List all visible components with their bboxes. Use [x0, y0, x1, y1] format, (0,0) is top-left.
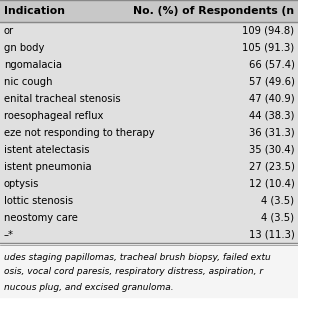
Text: nic cough: nic cough: [4, 76, 52, 86]
Text: 66 (57.4): 66 (57.4): [249, 60, 294, 69]
Text: istent pneumonia: istent pneumonia: [4, 162, 91, 172]
Text: Indication: Indication: [4, 6, 65, 16]
Text: 27 (23.5): 27 (23.5): [249, 162, 294, 172]
Text: 12 (10.4): 12 (10.4): [249, 179, 294, 188]
Text: –*: –*: [4, 229, 14, 239]
Text: 44 (38.3): 44 (38.3): [249, 110, 294, 121]
Text: nucous plug, and excised granuloma.: nucous plug, and excised granuloma.: [4, 283, 173, 292]
Text: udes staging papillomas, tracheal brush biopsy, failed extu: udes staging papillomas, tracheal brush …: [4, 252, 270, 261]
Text: ngomalacia: ngomalacia: [4, 60, 62, 69]
Text: 109 (94.8): 109 (94.8): [243, 26, 294, 36]
Text: roesophageal reflux: roesophageal reflux: [4, 110, 103, 121]
Bar: [0, 245, 298, 297]
Text: or: or: [4, 26, 14, 36]
Text: 57 (49.6): 57 (49.6): [249, 76, 294, 86]
Text: optysis: optysis: [4, 179, 39, 188]
Text: lottic stenosis: lottic stenosis: [4, 196, 73, 205]
Bar: [0, 22, 298, 243]
Text: 35 (30.4): 35 (30.4): [249, 145, 294, 155]
Text: istent atelectasis: istent atelectasis: [4, 145, 89, 155]
Text: osis, vocal cord paresis, respiratory distress, aspiration, r: osis, vocal cord paresis, respiratory di…: [4, 268, 263, 276]
Text: neostomy care: neostomy care: [4, 212, 78, 222]
Text: 47 (40.9): 47 (40.9): [249, 93, 294, 103]
Text: gn body: gn body: [4, 43, 44, 52]
Text: enital tracheal stenosis: enital tracheal stenosis: [4, 93, 120, 103]
Text: 36 (31.3): 36 (31.3): [249, 127, 294, 138]
Text: 13 (11.3): 13 (11.3): [249, 229, 294, 239]
Text: eze not responding to therapy: eze not responding to therapy: [4, 127, 154, 138]
Text: No. (%) of Respondents (n: No. (%) of Respondents (n: [133, 6, 294, 16]
Bar: [0, 0, 298, 22]
Text: 4 (3.5): 4 (3.5): [261, 196, 294, 205]
Text: 105 (91.3): 105 (91.3): [242, 43, 294, 52]
Text: 4 (3.5): 4 (3.5): [261, 212, 294, 222]
